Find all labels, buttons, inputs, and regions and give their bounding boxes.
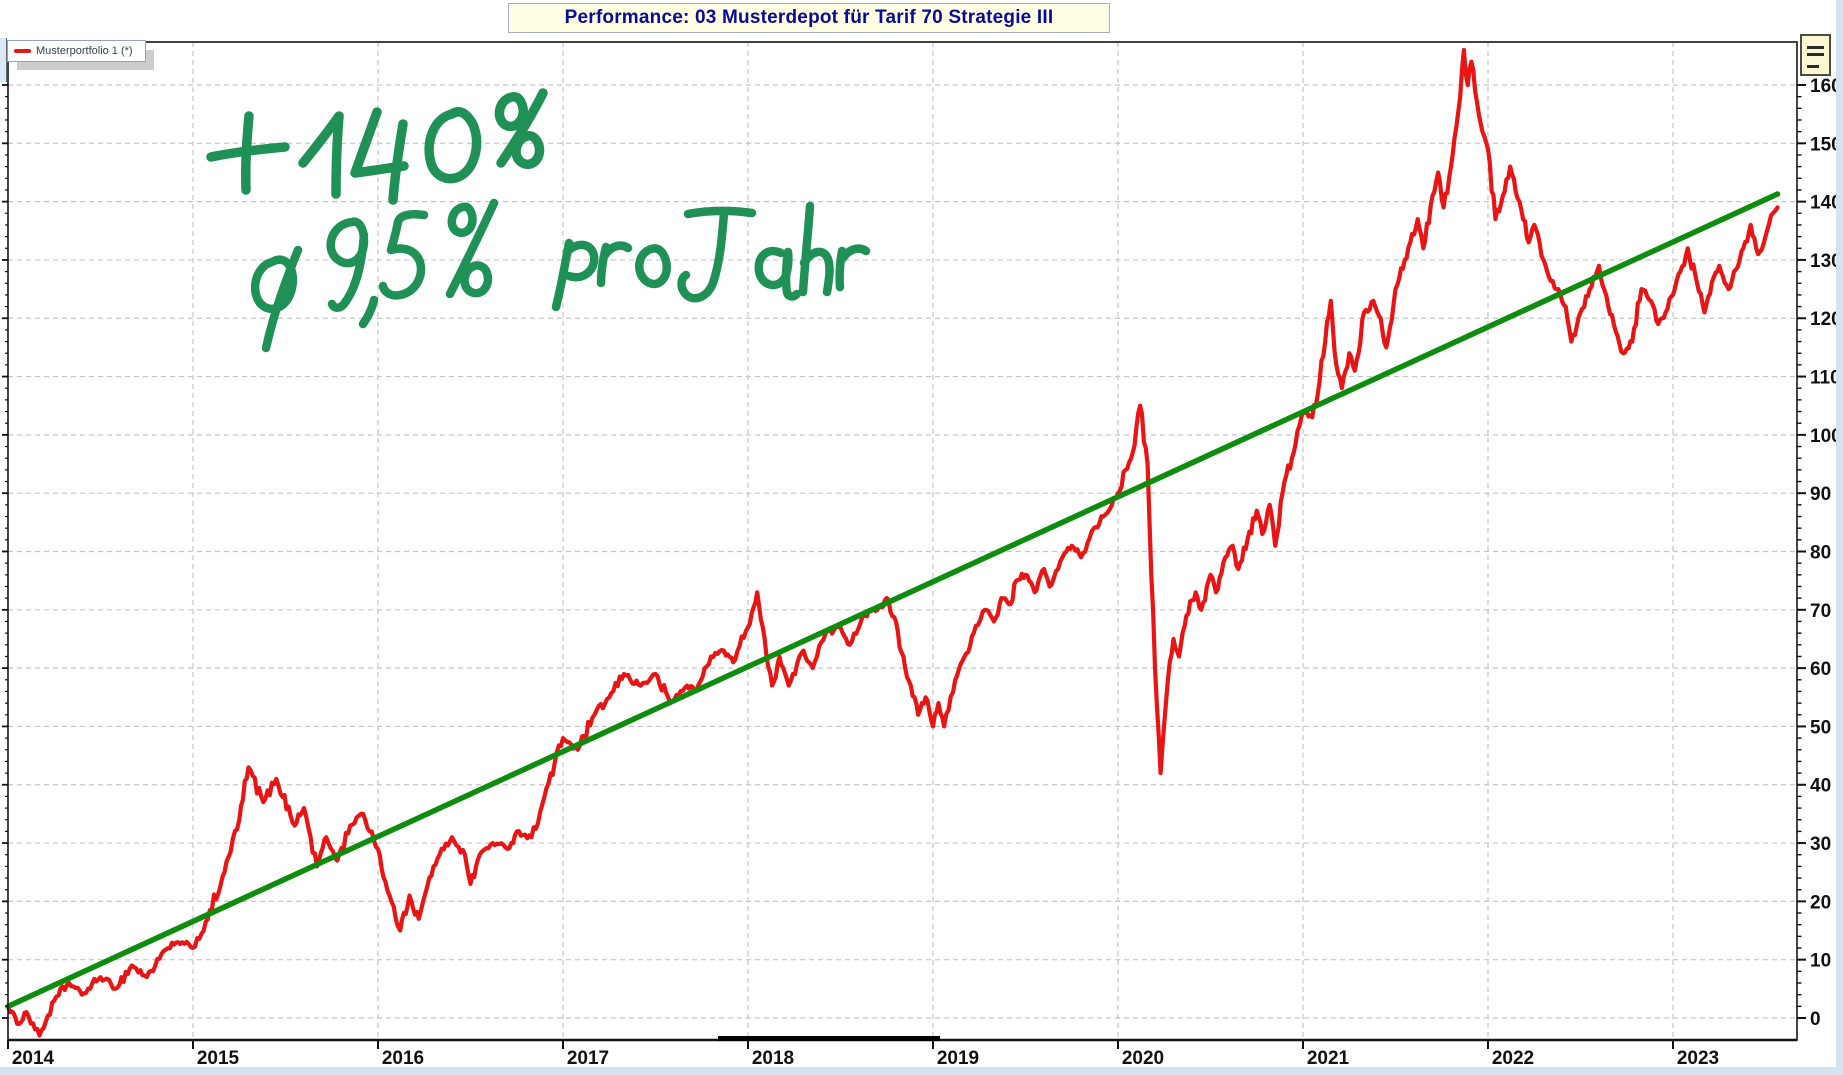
y-tick-label: 70 bbox=[1810, 601, 1831, 622]
x-tick-label: 2014 bbox=[12, 1048, 55, 1069]
annotation-line1-plus-140-pct bbox=[206, 88, 548, 205]
window-edge-right bbox=[1836, 0, 1843, 1075]
glyph-r1 bbox=[596, 241, 633, 288]
y-tick-label: 80 bbox=[1810, 542, 1831, 563]
y-tick-label: 150 bbox=[1810, 134, 1842, 155]
x-tick-label: 2023 bbox=[1677, 1048, 1719, 1069]
legend-series-line-icon bbox=[14, 49, 31, 53]
legend-series-label: Musterportfolio 1 (*) bbox=[36, 45, 133, 57]
glyph-percent-1 bbox=[494, 88, 548, 169]
glyph-5 bbox=[378, 210, 429, 300]
x-tick-label: 2022 bbox=[1492, 1048, 1534, 1069]
clipped-side-widget bbox=[0, 38, 7, 82]
hamburger-line-icon bbox=[1807, 53, 1824, 56]
window-edge-bottom bbox=[0, 1067, 1843, 1075]
y-tick-label: 140 bbox=[1810, 193, 1842, 214]
y-tick-label: 90 bbox=[1810, 484, 1831, 505]
glyph-plus bbox=[206, 111, 290, 195]
chart-title: Performance: 03 Musterdepot für Tarif 70… bbox=[508, 3, 1110, 33]
glyph-9 bbox=[326, 217, 369, 312]
x-tick-label: 2019 bbox=[937, 1048, 979, 1069]
y-tick-label: 20 bbox=[1810, 892, 1831, 913]
axis-menu-button[interactable] bbox=[1800, 34, 1831, 76]
glyph-comma bbox=[358, 295, 379, 329]
glyph-oslash bbox=[250, 245, 303, 353]
y-tick-label: 160 bbox=[1810, 76, 1842, 97]
glyph-1 bbox=[298, 111, 344, 199]
y-tick-label: 60 bbox=[1810, 659, 1831, 680]
glyph-4 bbox=[350, 107, 409, 205]
legend[interactable]: Musterportfolio 1 (*) bbox=[7, 40, 146, 62]
hamburger-line-icon bbox=[1807, 46, 1824, 49]
y-tick-label: 0 bbox=[1810, 1009, 1821, 1030]
x-tick-label: 2017 bbox=[567, 1048, 609, 1069]
y-tick-label: 130 bbox=[1810, 251, 1842, 272]
x-tick-label: 2020 bbox=[1122, 1048, 1164, 1069]
annotation-line2-avg-per-year bbox=[250, 198, 871, 353]
glyph-a bbox=[754, 246, 802, 301]
x-tick-label: 2016 bbox=[382, 1048, 424, 1069]
hamburger-line-icon bbox=[1807, 65, 1819, 68]
portfolio-series-line bbox=[5, 47, 1780, 1038]
x-tick-label: 2015 bbox=[197, 1048, 240, 1069]
glyph-p bbox=[551, 238, 599, 312]
chart-layer: 0 10 20 30 40 50 60 70 80 90 100 110 120 130 140 150 160… bbox=[2, 41, 1842, 1069]
glyph-o bbox=[635, 244, 672, 289]
plot-frame bbox=[7, 41, 1798, 1041]
y-tick-label: 30 bbox=[1810, 834, 1831, 855]
trend-line bbox=[5, 191, 1781, 1010]
y-tick-label: 120 bbox=[1810, 309, 1842, 330]
y-tick-label: 40 bbox=[1810, 776, 1831, 797]
y-tick-label: 100 bbox=[1810, 426, 1842, 447]
x-tick-label: 2021 bbox=[1307, 1048, 1350, 1069]
x-tick-label: 2018 bbox=[752, 1048, 794, 1069]
glyph-r2 bbox=[835, 244, 871, 292]
glyph-h bbox=[798, 201, 834, 297]
glyph-J bbox=[677, 206, 757, 303]
glyph-0 bbox=[424, 107, 482, 184]
handwritten-annotation bbox=[206, 88, 871, 353]
glyph-percent-2 bbox=[445, 198, 499, 299]
y-tick-label: 50 bbox=[1810, 717, 1831, 738]
y-tick-label: 110 bbox=[1810, 368, 1841, 389]
y-tick-label: 10 bbox=[1810, 951, 1831, 972]
